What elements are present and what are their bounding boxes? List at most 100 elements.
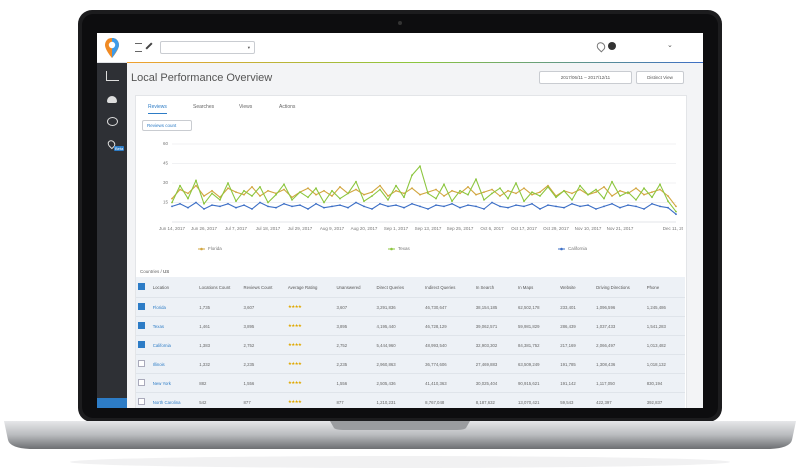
- table-row: North Carolina 542 877 ★★★★ 877 1,210,231 8,76…: [136, 392, 685, 408]
- y-tick-label: 45: [163, 161, 169, 166]
- checkbox[interactable]: [138, 303, 145, 310]
- rating-cell: ★★★★: [285, 392, 335, 408]
- checkbox[interactable]: [138, 283, 145, 290]
- series-point: [419, 165, 421, 167]
- table-cell: 1,018,132: [644, 354, 685, 374]
- series-point: [307, 208, 309, 210]
- series-point: [635, 187, 637, 190]
- breadcrumb-item[interactable]: Countries: [140, 269, 160, 274]
- series-line: [171, 201, 677, 215]
- series-point: [467, 204, 469, 206]
- series-point: [411, 187, 413, 190]
- series-point: [299, 191, 301, 193]
- location-link[interactable]: North Carolina: [150, 392, 198, 408]
- legend-label: Florida: [208, 246, 222, 251]
- table-row: California 1,383 2,752 ★★★★ 2,752 5,444,960 48…: [136, 335, 685, 355]
- series-point: [603, 205, 605, 208]
- series-point: [243, 189, 245, 192]
- series-point: [667, 200, 669, 203]
- series-point: [475, 205, 477, 208]
- location-link[interactable]: California: [150, 335, 198, 355]
- checkbox[interactable]: [138, 322, 145, 329]
- table-cell: 3,291,836: [374, 297, 424, 317]
- location-link[interactable]: Florida: [150, 297, 198, 317]
- series-point: [347, 206, 349, 209]
- pin-icon[interactable]: [594, 40, 608, 53]
- y-tick-label: 15: [163, 200, 169, 205]
- rating-cell: ★★★★: [285, 297, 335, 317]
- rating-stars: ★★★★: [287, 304, 302, 309]
- series-point: [483, 208, 485, 210]
- table-cell: 1,735: [197, 297, 242, 317]
- series-point: [267, 201, 269, 204]
- table-cell: 392,837: [644, 392, 685, 408]
- checkbox[interactable]: [138, 341, 145, 348]
- series-line: [171, 165, 677, 212]
- series-point: [451, 189, 453, 192]
- header-cell: Average Rating: [285, 277, 335, 298]
- table-cell: 48,993,540: [423, 335, 474, 355]
- series-point: [323, 189, 325, 192]
- header-cell: Unanswered: [334, 277, 375, 298]
- series-point: [171, 201, 173, 204]
- series-point: [451, 200, 453, 203]
- collapse-button[interactable]: [97, 398, 127, 408]
- tab[interactable]: Reviews: [148, 104, 167, 114]
- table-cell: 2,066,497: [594, 335, 645, 355]
- series-point: [611, 180, 613, 183]
- series-point: [299, 204, 301, 206]
- series-point: [291, 196, 293, 199]
- table-cell: 2,235: [241, 354, 286, 374]
- series-point: [675, 210, 677, 213]
- rating-cell: ★★★★: [285, 316, 335, 336]
- view-select[interactable]: Distinct View: [636, 71, 684, 84]
- x-tick-label: Sep 13, 2017: [415, 226, 442, 231]
- series-point: [659, 183, 661, 186]
- table-cell: 2,505,436: [374, 373, 424, 393]
- table-cell: 4,195,440: [374, 316, 424, 336]
- checkbox[interactable]: [138, 398, 145, 405]
- series-point: [643, 208, 645, 210]
- tab[interactable]: Views: [239, 104, 253, 110]
- location-link[interactable]: Illinois: [150, 354, 198, 374]
- series-point: [523, 200, 525, 203]
- metric-select[interactable]: Reviews count: [142, 120, 192, 131]
- nav-messages[interactable]: [107, 117, 118, 126]
- report-panel: Reviews Searches Views Actions Reviews coun…: [135, 95, 687, 408]
- menu-icon[interactable]: [135, 43, 142, 52]
- series-point: [555, 196, 557, 199]
- table-cell: 1,037,433: [594, 316, 645, 336]
- series-point: [243, 204, 245, 206]
- table-cell: 877: [241, 392, 286, 408]
- series-point: [443, 205, 445, 208]
- series-point: [467, 186, 469, 188]
- series-point: [475, 178, 477, 180]
- help-icon[interactable]: [608, 42, 616, 50]
- checkbox[interactable]: [138, 360, 145, 367]
- date-range[interactable]: 2017/06/11 – 2017/12/11: [539, 71, 632, 84]
- edit-icon[interactable]: [145, 42, 153, 50]
- nav-dashboard[interactable]: [107, 96, 117, 103]
- table-cell: 217,169: [558, 335, 595, 355]
- series-point: [547, 184, 549, 187]
- header-cell: Website: [558, 277, 595, 298]
- tab[interactable]: Searches: [193, 104, 215, 110]
- location-link[interactable]: Texas: [150, 316, 198, 336]
- series-point: [499, 187, 501, 190]
- location-link[interactable]: New York: [150, 373, 198, 393]
- series-point: [355, 201, 357, 204]
- series-point: [507, 189, 509, 192]
- table-cell: 8,187,632: [473, 392, 516, 408]
- series-point: [331, 205, 333, 208]
- location-select[interactable]: ▾: [160, 41, 255, 54]
- x-tick-label: Sep 1, 2017: [384, 226, 409, 231]
- account-caret[interactable]: ⌄: [667, 42, 673, 49]
- checkbox[interactable]: [138, 379, 145, 386]
- table-cell: 233,401: [558, 297, 595, 317]
- nav-reports[interactable]: [106, 71, 119, 81]
- table-cell: 830,194: [644, 373, 685, 393]
- series-point: [243, 193, 245, 196]
- table-cell: 422,397: [594, 392, 645, 408]
- tab[interactable]: Actions: [279, 104, 296, 110]
- series-point: [363, 200, 365, 203]
